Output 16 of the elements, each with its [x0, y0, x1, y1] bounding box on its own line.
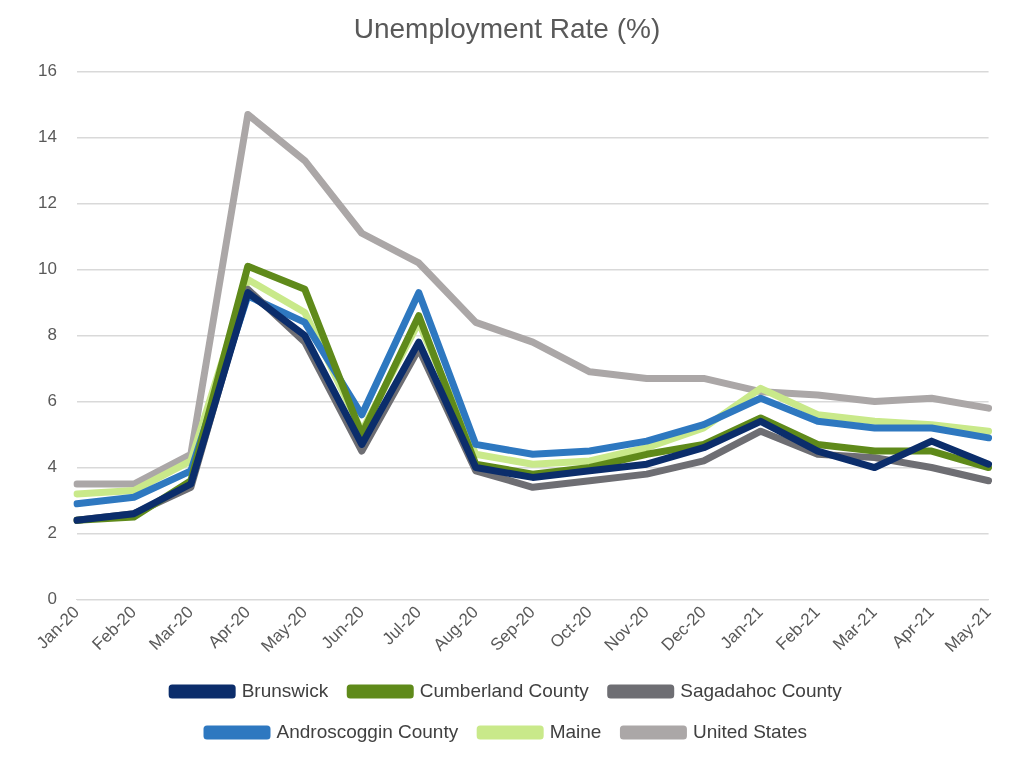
y-tick-label: 0	[47, 589, 57, 609]
y-tick-label: 4	[47, 457, 57, 477]
legend-label: Sagadahoc County	[680, 679, 843, 701]
y-tick-label: 12	[37, 193, 57, 213]
y-tick-label: 10	[37, 259, 57, 279]
y-tick-label: 8	[47, 325, 57, 345]
chart-title: Unemployment Rate (%)	[353, 12, 661, 44]
legend-label: Maine	[549, 720, 602, 742]
y-tick-label: 16	[37, 61, 57, 81]
legend-label: Androscoggin County	[276, 720, 459, 742]
y-tick-label: 2	[47, 523, 57, 543]
y-tick-label: 6	[47, 391, 57, 411]
legend-label: United States	[692, 720, 807, 742]
legend-label: Brunswick	[241, 679, 329, 701]
legend-label: Cumberland County	[419, 679, 590, 701]
y-tick-label: 14	[37, 127, 57, 147]
